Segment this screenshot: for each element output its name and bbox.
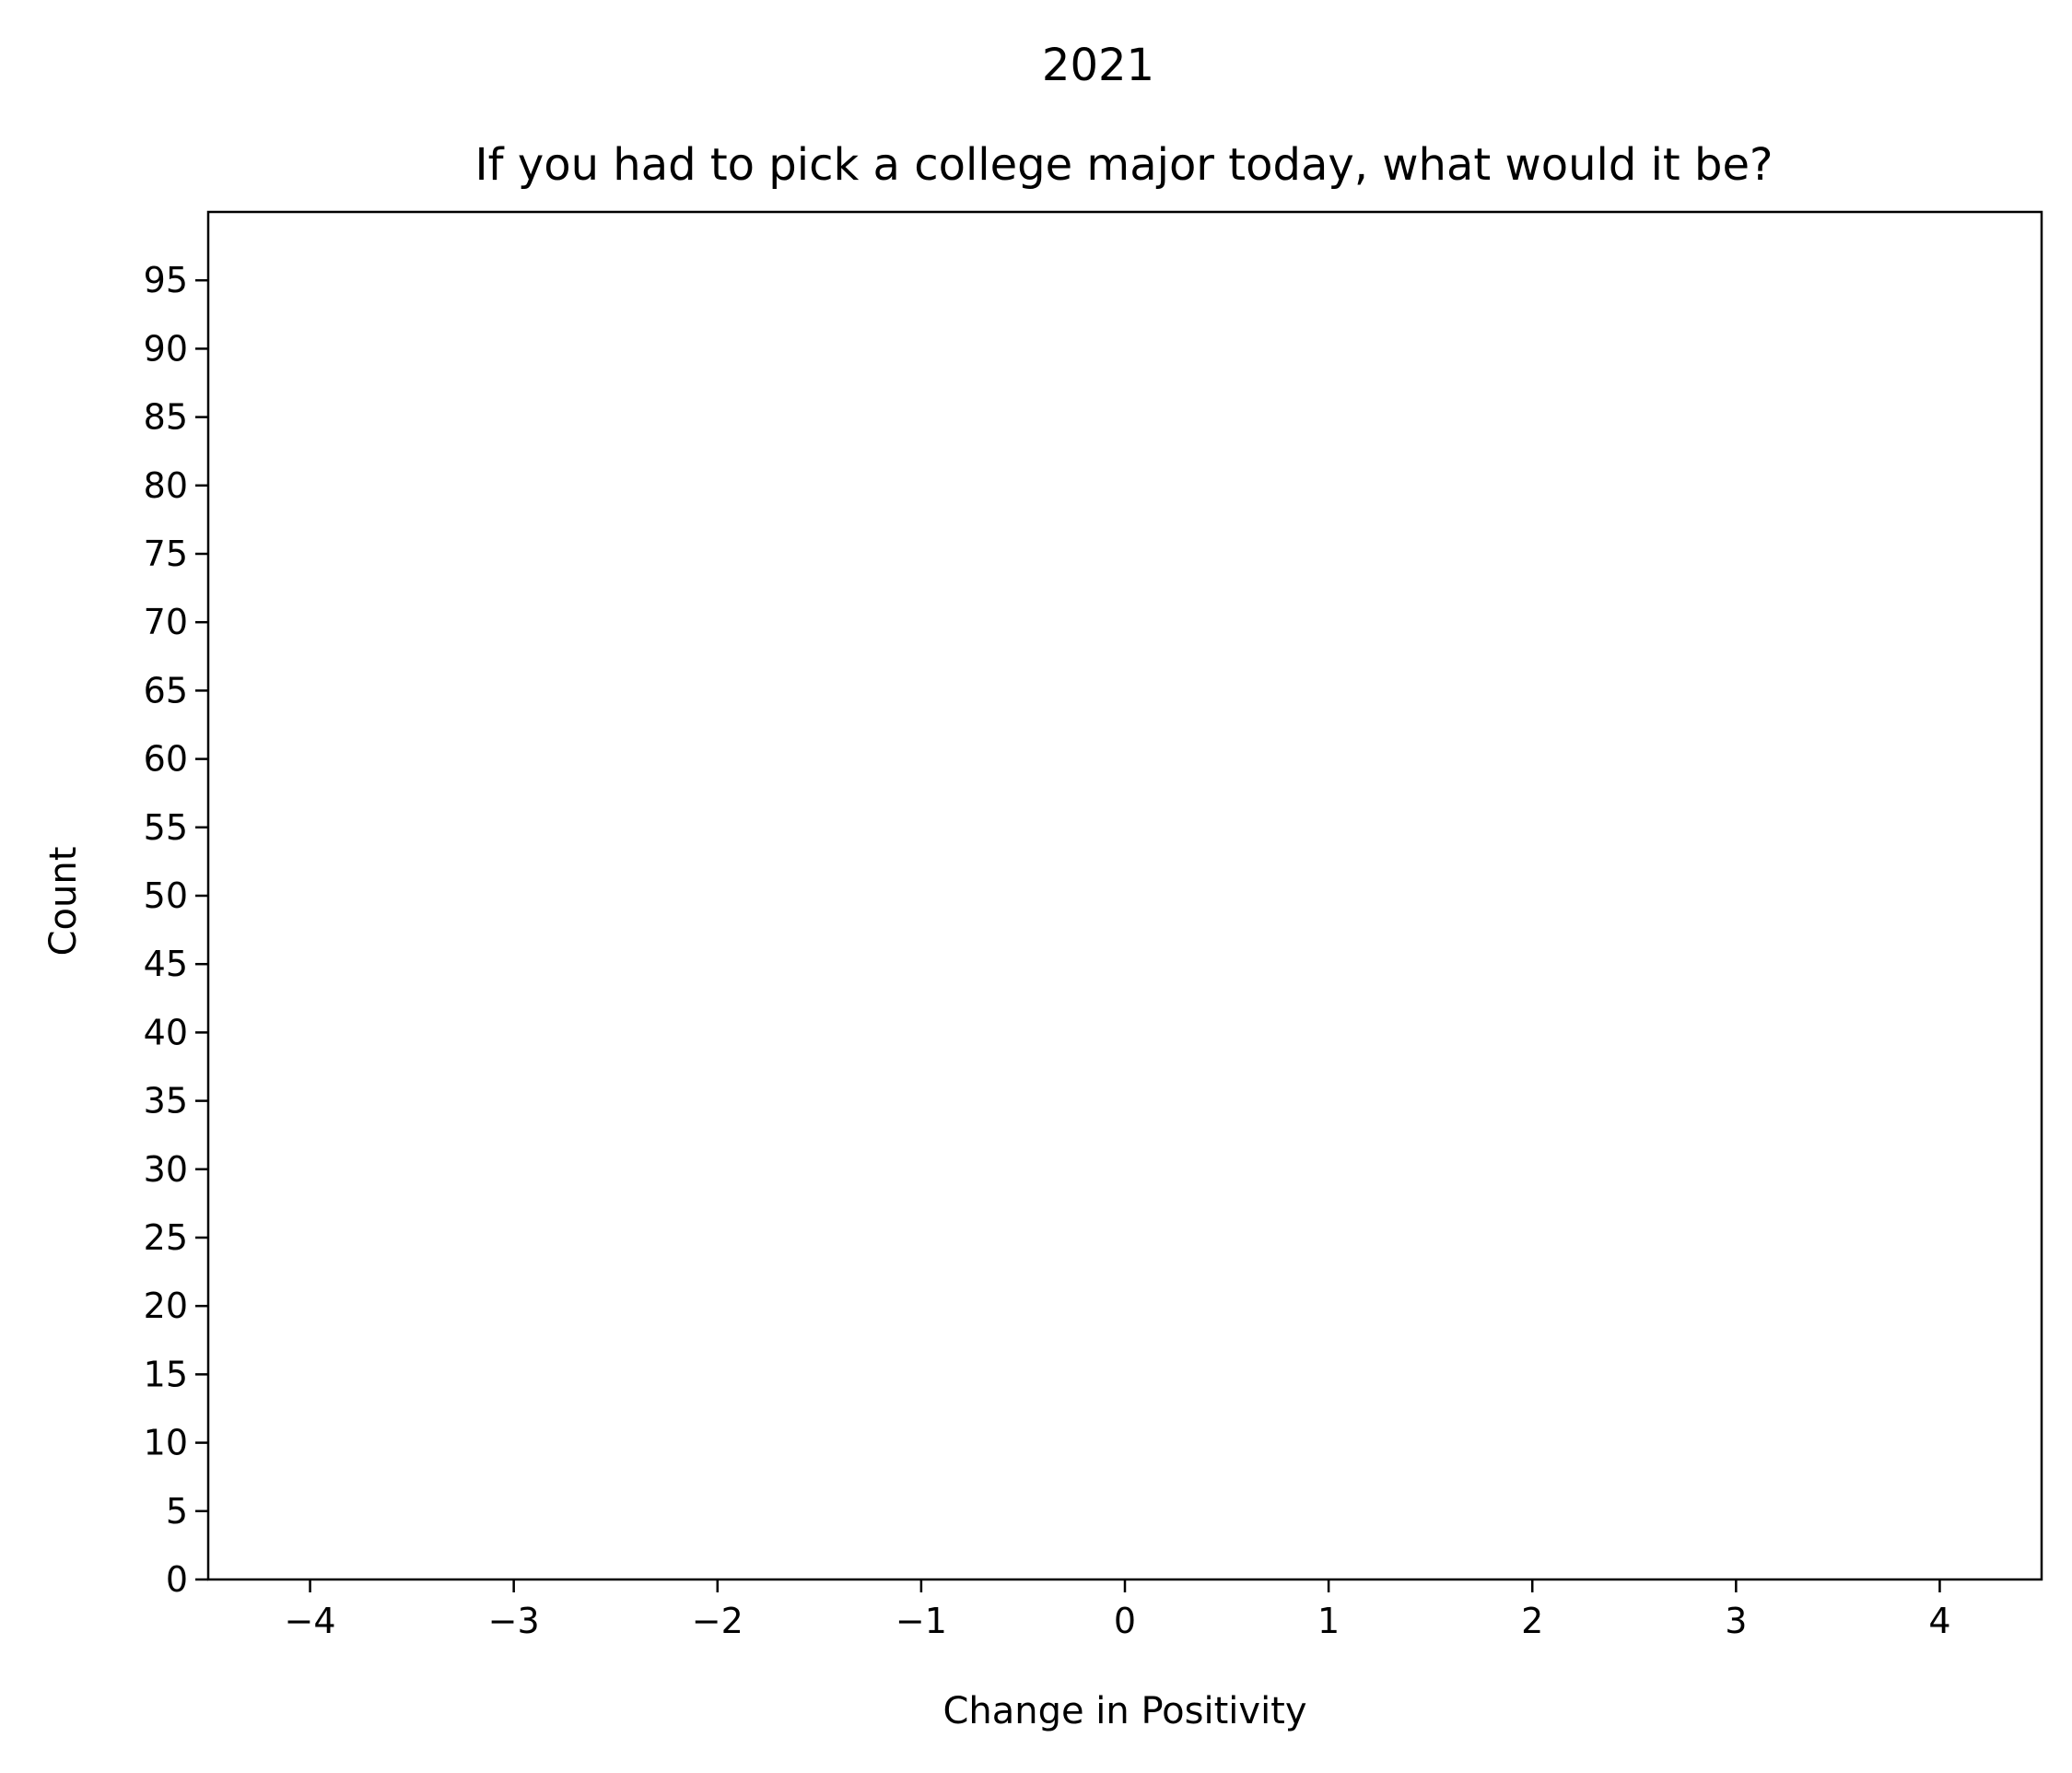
y-tick-label: 35 — [144, 1081, 188, 1121]
y-tick-label: 5 — [166, 1491, 188, 1532]
y-tick-label: 20 — [144, 1286, 188, 1326]
x-tick-label: 4 — [1928, 1601, 1950, 1641]
x-tick-label: 0 — [1114, 1601, 1136, 1641]
x-tick-label: 3 — [1725, 1601, 1747, 1641]
x-tick-label: −2 — [692, 1601, 743, 1641]
y-tick-label: 50 — [144, 875, 188, 916]
y-tick-label: 75 — [144, 534, 188, 574]
x-tick-label: −1 — [896, 1601, 947, 1641]
y-tick-label: 15 — [144, 1354, 188, 1394]
y-tick-label: 85 — [144, 397, 188, 438]
y-tick-label: 95 — [144, 260, 188, 300]
x-axis-label: Change in Positivity — [942, 1690, 1306, 1732]
y-tick-label: 25 — [144, 1217, 188, 1258]
x-axis-ticks: −4 −3 −2 −1 0 1 2 3 4 — [285, 1579, 1951, 1641]
y-tick-label: 45 — [144, 944, 188, 984]
x-tick-label: 2 — [1521, 1601, 1543, 1641]
y-tick-label: 0 — [166, 1559, 188, 1600]
x-tick-label: −4 — [285, 1601, 336, 1641]
y-axis-label: Count — [42, 847, 85, 957]
y-tick-label: 80 — [144, 465, 188, 506]
y-tick-label: 30 — [144, 1149, 188, 1190]
chart-title: If you had to pick a college major today… — [475, 139, 1773, 191]
x-tick-label: 1 — [1317, 1601, 1340, 1641]
y-tick-label: 70 — [144, 602, 188, 642]
y-tick-label: 65 — [144, 670, 188, 710]
y-tick-label: 10 — [144, 1423, 188, 1463]
chart-suptitle: 2021 — [1042, 40, 1154, 91]
y-tick-label: 40 — [144, 1012, 188, 1052]
y-axis-ticks: 0 5 10 15 20 25 30 35 40 45 50 55 60 65 70 75 80 85 90 95 — [144, 260, 208, 1600]
y-tick-label: 55 — [144, 807, 188, 848]
y-tick-label: 60 — [144, 739, 188, 780]
y-tick-label: 90 — [144, 328, 188, 369]
x-tick-label: −3 — [488, 1601, 540, 1641]
